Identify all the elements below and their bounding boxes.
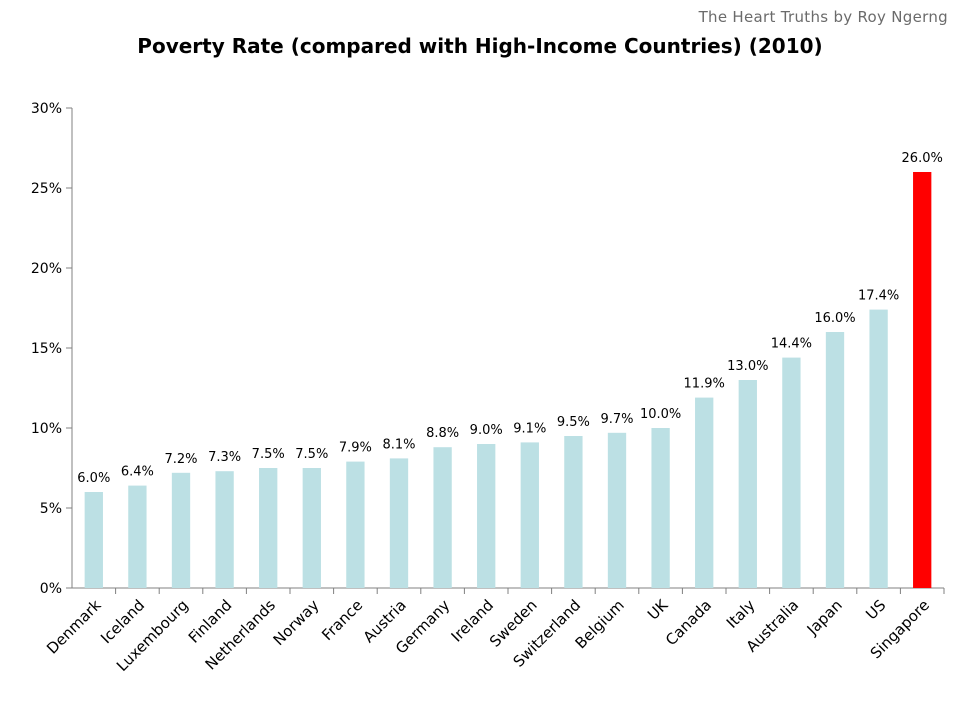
- bar-luxembourg: [171, 472, 191, 588]
- chart-title: Poverty Rate (compared with High-Income …: [137, 34, 823, 58]
- bar-iceland: [128, 485, 147, 588]
- category-label: Italy: [723, 596, 759, 632]
- data-label: 8.8%: [426, 426, 459, 441]
- data-label: 26.0%: [902, 151, 943, 166]
- data-label: 11.9%: [684, 377, 725, 392]
- y-axis: 0% 5% 10% 15% 20% 25% 30%: [31, 101, 945, 597]
- credit-text: The Heart Truths by Roy Ngerng: [698, 8, 948, 26]
- y-tick-label: 5%: [40, 501, 62, 517]
- data-labels: 6.0% 6.4% 7.2% 7.3% 7.5% 7.5% 7.9% 8.1% 8.8% 9.0%…: [77, 151, 943, 486]
- data-label: 7.3%: [208, 450, 241, 465]
- data-label: 7.5%: [295, 447, 328, 462]
- bar-sweden: [520, 442, 539, 588]
- category-labels: DenmarkIcelandLuxembourgFinlandNetherlan…: [43, 595, 933, 675]
- bar-norway: [302, 468, 321, 588]
- bar-us: [869, 309, 888, 588]
- y-tick-label: 0%: [40, 581, 62, 597]
- data-label: 9.7%: [600, 412, 633, 427]
- bar-finland: [215, 471, 234, 588]
- data-label: 7.9%: [339, 441, 372, 456]
- y-tick-label: 20%: [31, 261, 62, 277]
- category-label: Canada: [662, 596, 715, 649]
- bars: [84, 172, 932, 588]
- category-label: Japan: [803, 596, 846, 639]
- data-label: 6.0%: [77, 471, 110, 486]
- category-label: Belgium: [572, 596, 628, 652]
- bar-france: [346, 461, 365, 588]
- bar-ireland: [477, 444, 496, 588]
- data-label: 13.0%: [727, 359, 768, 374]
- bar-canada: [695, 397, 714, 588]
- y-tick-label: 30%: [31, 101, 62, 117]
- category-label: Norway: [270, 596, 323, 649]
- bar-singapore: [913, 172, 932, 588]
- data-label: 16.0%: [814, 311, 855, 326]
- bar-italy: [738, 380, 757, 588]
- data-label: 14.4%: [771, 337, 812, 352]
- data-label: 6.4%: [121, 465, 154, 480]
- data-label: 17.4%: [858, 289, 899, 304]
- y-tick-label: 10%: [31, 421, 62, 437]
- data-label: 7.2%: [164, 452, 197, 467]
- category-label: France: [318, 596, 366, 644]
- category-label: Denmark: [43, 596, 105, 658]
- data-label: 7.5%: [252, 447, 285, 462]
- data-label: 9.0%: [470, 423, 503, 438]
- bar-netherlands: [259, 468, 278, 588]
- bar-austria: [389, 458, 409, 588]
- category-label: US: [862, 596, 889, 623]
- data-label: 8.1%: [382, 437, 415, 452]
- bar-uk: [651, 428, 670, 588]
- category-label: UK: [644, 595, 672, 623]
- y-tick-label: 15%: [31, 341, 62, 357]
- data-label: 9.5%: [557, 415, 590, 430]
- bar-japan: [825, 332, 845, 588]
- bar-denmark: [84, 492, 103, 588]
- bar-belgium: [607, 432, 627, 588]
- bar-australia: [782, 357, 801, 588]
- data-label: 10.0%: [640, 407, 681, 422]
- y-tick-label: 25%: [31, 181, 62, 197]
- bar-switzerland: [564, 436, 583, 588]
- bar-germany: [433, 447, 452, 588]
- data-label: 9.1%: [513, 421, 546, 436]
